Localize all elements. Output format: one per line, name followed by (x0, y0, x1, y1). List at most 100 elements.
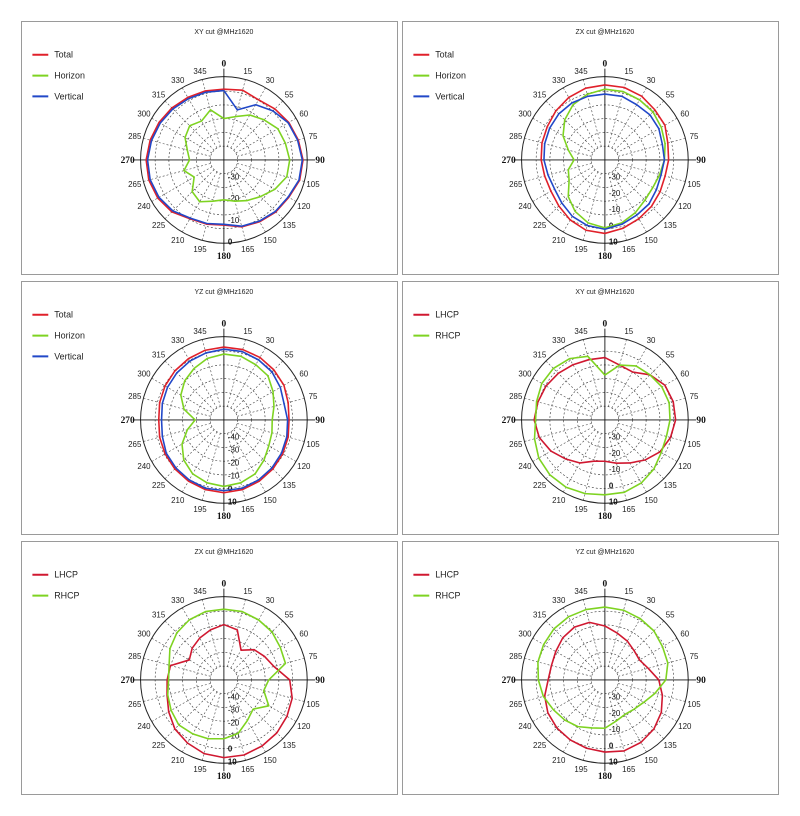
radial-tick-label: -10 (228, 732, 240, 741)
radial-tick-label: -10 (228, 472, 240, 481)
legend-label: Total (54, 50, 73, 60)
angle-tick-label: 225 (152, 221, 166, 230)
angle-tick-label: 240 (137, 462, 151, 471)
angle-tick-label: 315 (152, 91, 166, 100)
angle-tick-label: 105 (687, 440, 701, 449)
chart-1: XY cut @MHz1620 0 15 30 55 60 75 90 105 120 135 150… (32, 29, 325, 262)
grid-spoke (164, 620, 215, 671)
series-line-horizon (180, 353, 275, 488)
chart-3: YZ cut @MHz1620 0 15 30 55 60 75 90 105 120 135 150… (32, 289, 325, 522)
series-line-total (540, 84, 670, 235)
radial-tick-label: 0 (228, 238, 233, 247)
legend-label: Vertical (435, 91, 464, 101)
series-line-rhcp (533, 355, 671, 496)
legend-label: LHCP (54, 570, 78, 580)
series-line-rhcp (537, 606, 669, 730)
grid-spoke (237, 658, 305, 677)
grid-spoke (143, 683, 211, 702)
grid-spoke (227, 173, 246, 241)
angle-tick-label: 285 (509, 652, 523, 661)
angle-tick-label: 75 (690, 392, 699, 401)
angle-tick-label: 285 (128, 652, 142, 661)
grid-spoke (608, 339, 627, 407)
angle-tick-label: 90 (696, 676, 706, 686)
angle-tick-label: 30 (647, 76, 656, 85)
angle-tick-label: 315 (152, 611, 166, 620)
grid-spoke (233, 429, 284, 480)
angle-tick-label: 240 (518, 722, 532, 731)
angle-tick-label: 330 (171, 596, 185, 605)
radial-tick-label: -20 (228, 719, 240, 728)
legend-label: Horizon (54, 71, 85, 81)
angle-tick-label: 195 (193, 505, 207, 514)
angle-tick-label: 165 (241, 505, 255, 514)
radial-tick-label: -10 (609, 465, 621, 474)
chart-title: ZX cut @MHz1620 (576, 29, 635, 36)
angle-tick-label: 300 (137, 110, 151, 119)
angle-tick-label: 180 (598, 252, 612, 262)
angle-tick-label: 120 (678, 202, 692, 211)
angle-tick-label: 55 (285, 91, 294, 100)
angle-tick-label: 120 (297, 462, 311, 471)
angle-tick-label: 345 (574, 587, 588, 596)
angle-tick-label: 265 (128, 440, 142, 449)
angle-tick-label: 135 (664, 481, 678, 490)
angle-tick-label: 90 (696, 416, 706, 426)
angle-tick-label: 270 (121, 156, 135, 166)
angle-tick-label: 180 (598, 772, 612, 782)
angle-tick-label: 60 (680, 630, 689, 639)
angle-tick-label: 210 (171, 496, 185, 505)
radial-tick-label: -10 (609, 725, 621, 734)
legend-label: LHCP (435, 570, 459, 580)
angle-tick-label: 165 (241, 765, 255, 774)
grid-spoke (583, 339, 602, 407)
angle-tick-label: 210 (552, 496, 566, 505)
angle-tick-label: 345 (574, 327, 588, 336)
grid-spoke (233, 689, 284, 740)
angle-tick-label: 240 (518, 202, 532, 211)
grid-spoke (524, 658, 592, 677)
angle-tick-label: 240 (137, 722, 151, 731)
angle-tick-label: 90 (315, 156, 325, 166)
legend-label: Horizon (54, 331, 85, 341)
angle-tick-label: 265 (509, 180, 523, 189)
chart-6: YZ cut @MHz1620 0 15 30 55 60 75 90 105 120 135 150… (413, 549, 706, 782)
angle-tick-label: 15 (624, 327, 633, 336)
angle-tick-label: 210 (552, 236, 566, 245)
panel-yz-cut-circular: YZ cut @MHz1620 0 15 30 55 60 75 90 105 120 135 150… (402, 541, 779, 795)
series-line-vertical (160, 348, 289, 492)
angle-tick-label: 105 (306, 440, 320, 449)
chart-title: XY cut @MHz1620 (194, 29, 253, 36)
legend-label: Vertical (54, 351, 83, 361)
grid-spoke (545, 689, 596, 740)
angle-tick-label: 0 (603, 60, 608, 70)
angle-tick-label: 15 (624, 67, 633, 76)
grid-spoke (524, 138, 592, 157)
chart-2: ZX cut @MHz1620 0 15 30 55 60 75 90 105 120 135 150… (413, 29, 706, 262)
grid-spoke (614, 620, 665, 671)
angle-tick-label: 60 (299, 630, 308, 639)
chart-title: YZ cut @MHz1620 (576, 549, 635, 556)
angle-tick-label: 270 (502, 416, 516, 426)
grid-spoke (524, 683, 592, 702)
radial-tick-label: -20 (609, 709, 621, 718)
angle-tick-label: 105 (306, 180, 320, 189)
angle-tick-label: 330 (171, 336, 185, 345)
angle-tick-label: 90 (315, 416, 325, 426)
angle-tick-label: 15 (243, 327, 252, 336)
legend-label: RHCP (435, 591, 460, 601)
chart-title: YZ cut @MHz1620 (195, 289, 254, 296)
angle-tick-label: 60 (299, 110, 308, 119)
angle-tick-label: 195 (193, 765, 207, 774)
grid-spoke (583, 79, 602, 147)
angle-tick-label: 30 (266, 596, 275, 605)
angle-tick-label: 285 (509, 132, 523, 141)
angle-tick-label: 0 (603, 320, 608, 330)
angle-tick-label: 55 (666, 611, 675, 620)
angle-tick-label: 120 (297, 202, 311, 211)
legend-label: Vertical (54, 91, 83, 101)
radial-tick-label: -40 (228, 693, 240, 702)
angle-tick-label: 30 (266, 336, 275, 345)
panel-yz-cut-polarization: YZ cut @MHz1620 0 15 30 55 60 75 90 105 120 135 150… (21, 281, 398, 535)
series-line-horizon (562, 88, 666, 229)
